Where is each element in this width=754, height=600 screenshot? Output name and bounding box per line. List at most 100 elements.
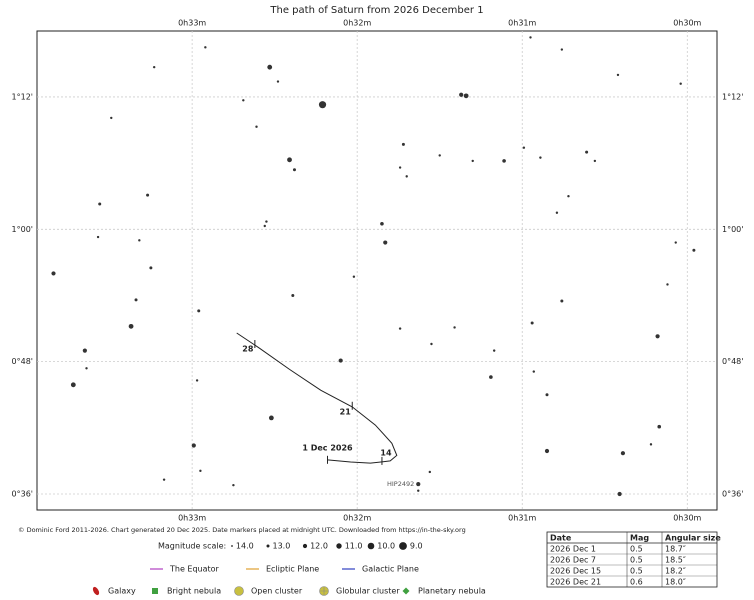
star — [204, 46, 207, 49]
legend-label: Galactic Plane — [362, 565, 419, 574]
star — [338, 358, 343, 363]
table-cell: 2026 Dec 15 — [550, 567, 601, 576]
y-tick-label: 0°48' — [722, 357, 743, 366]
y-tick-label: 0°36' — [722, 490, 743, 499]
star — [405, 175, 408, 178]
star — [398, 166, 402, 169]
legend-label: Bright nebula — [167, 587, 221, 596]
y-tick-label: 1°12' — [722, 92, 743, 101]
star — [463, 93, 469, 99]
star — [318, 101, 327, 109]
magnitude-label: 10.0 — [377, 542, 395, 551]
table-frame — [546, 531, 718, 588]
date-label: 21 — [340, 407, 352, 416]
star — [560, 48, 564, 51]
y-tick-label: 1°00' — [12, 225, 33, 234]
table-cell: 18.5″ — [665, 556, 686, 565]
star — [430, 342, 433, 346]
table-cell: 0.5 — [630, 556, 643, 565]
x-tick-label: 0h33m — [178, 19, 206, 28]
y-tick-label: 0°48' — [12, 357, 33, 366]
star — [352, 275, 356, 278]
star — [567, 195, 570, 198]
star — [428, 470, 432, 474]
star — [530, 321, 534, 325]
table-cell: 2026 Dec 1 — [550, 545, 596, 554]
x-tick-label: 0h31m — [508, 514, 536, 523]
date-label: 1 Dec 2026 — [302, 443, 353, 452]
star — [502, 159, 506, 163]
star — [152, 65, 156, 69]
legend-label: The Equator — [169, 565, 220, 574]
star — [398, 327, 402, 330]
star — [263, 224, 266, 228]
legend-label: Ecliptic Plane — [266, 565, 319, 574]
star — [532, 370, 535, 373]
star — [134, 298, 138, 302]
magnitude-dot — [266, 544, 270, 548]
x-tick-label: 0h30m — [673, 514, 701, 523]
y-tick-label: 1°00' — [722, 225, 743, 234]
star — [617, 491, 622, 497]
star — [242, 99, 245, 102]
star — [255, 125, 258, 128]
star — [657, 424, 662, 429]
legend-label: Galaxy — [108, 587, 136, 596]
table-cell: 18.0″ — [665, 578, 686, 587]
magnitude-dot — [367, 542, 375, 550]
star — [492, 349, 496, 352]
star — [110, 116, 113, 120]
star — [195, 379, 199, 382]
magnitude-label: 11.0 — [345, 542, 363, 551]
footnote: © Dominic Ford 2011-2026. Chart generate… — [18, 526, 466, 534]
legend-symbol — [92, 586, 100, 596]
legend-label: Globular cluster — [336, 587, 400, 596]
star — [199, 469, 202, 473]
star — [674, 241, 677, 244]
table-cell: 0.6 — [630, 578, 643, 587]
star — [96, 235, 100, 239]
table-header: Mag — [630, 534, 649, 543]
legend-label: Planetary nebula — [418, 587, 486, 596]
legend-symbol — [319, 586, 329, 596]
magnitude-dot — [302, 543, 308, 549]
star — [162, 478, 166, 481]
star — [593, 159, 597, 163]
star — [85, 367, 88, 370]
x-tick-label: 0h32m — [343, 514, 371, 523]
star — [98, 202, 102, 206]
star — [149, 266, 153, 270]
table-header: Date — [550, 534, 572, 543]
magnitude-scale-label: Magnitude scale: — [158, 542, 226, 551]
star — [679, 82, 682, 85]
plot-frame — [36, 30, 718, 511]
magnitude-label: 12.0 — [310, 542, 328, 551]
star — [522, 146, 526, 149]
star — [146, 193, 150, 197]
star — [692, 248, 696, 252]
magnitude-dot — [399, 542, 407, 550]
table-cell: 0.5 — [630, 567, 643, 576]
star — [453, 326, 456, 329]
star — [276, 80, 280, 83]
star — [471, 159, 474, 163]
star — [539, 156, 542, 159]
star — [51, 271, 56, 276]
magnitude-label: 9.0 — [410, 542, 423, 551]
star — [291, 293, 295, 297]
star-label: HIP2492 — [387, 480, 414, 488]
star — [287, 157, 292, 163]
star — [265, 220, 268, 223]
star — [655, 334, 660, 339]
star — [459, 92, 464, 97]
star — [489, 375, 493, 379]
table-cell: 18.7″ — [665, 545, 686, 554]
date-label: 14 — [380, 448, 392, 457]
star — [197, 309, 201, 313]
star — [268, 415, 274, 421]
legend-symbol — [402, 587, 410, 595]
y-tick-label: 1°12' — [12, 92, 33, 101]
legend-symbol — [152, 588, 158, 594]
y-tick-label: 0°36' — [12, 490, 33, 499]
star — [666, 283, 669, 286]
